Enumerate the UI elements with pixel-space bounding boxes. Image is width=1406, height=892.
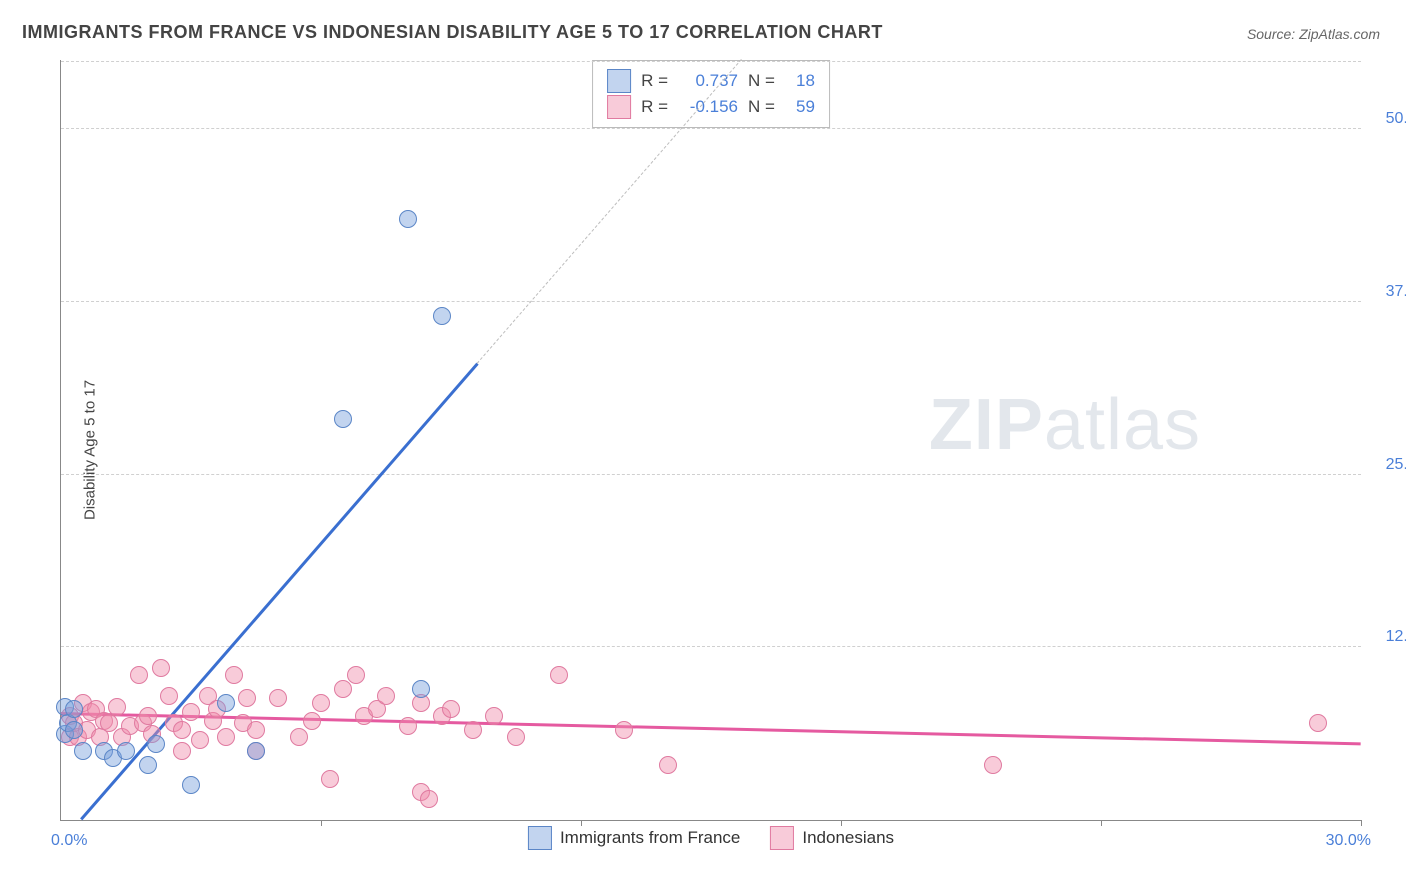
scatter-point bbox=[347, 666, 365, 684]
r-value-indonesians: -0.156 bbox=[678, 97, 738, 117]
y-tick-label: 12.5% bbox=[1386, 628, 1406, 646]
scatter-point bbox=[334, 680, 352, 698]
n-label: N = bbox=[748, 71, 775, 91]
x-tick bbox=[841, 820, 842, 826]
swatch-france bbox=[607, 69, 631, 93]
watermark-zip: ZIP bbox=[929, 385, 1044, 465]
regression-line bbox=[80, 362, 478, 820]
gridline bbox=[61, 61, 1361, 62]
scatter-point bbox=[74, 742, 92, 760]
gridline bbox=[61, 301, 1361, 302]
watermark-atlas: atlas bbox=[1044, 385, 1201, 465]
n-value-indonesians: 59 bbox=[785, 97, 815, 117]
legend-item-indonesians: Indonesians bbox=[770, 826, 894, 850]
scatter-point bbox=[321, 770, 339, 788]
scatter-point bbox=[65, 721, 83, 739]
scatter-point bbox=[173, 742, 191, 760]
r-label: R = bbox=[641, 97, 668, 117]
origin-label: 0.0% bbox=[51, 832, 87, 850]
scatter-point bbox=[550, 666, 568, 684]
scatter-point bbox=[433, 307, 451, 325]
scatter-point bbox=[984, 756, 1002, 774]
scatter-point bbox=[290, 728, 308, 746]
scatter-point bbox=[247, 721, 265, 739]
scatter-point bbox=[485, 707, 503, 725]
scatter-point bbox=[334, 410, 352, 428]
scatter-point bbox=[303, 712, 321, 730]
scatter-point bbox=[147, 735, 165, 753]
scatter-point bbox=[182, 703, 200, 721]
gridline bbox=[61, 646, 1361, 647]
scatter-point bbox=[399, 717, 417, 735]
scatter-point bbox=[191, 731, 209, 749]
stats-row-france: R = 0.737 N = 18 bbox=[607, 69, 815, 93]
scatter-point bbox=[1309, 714, 1327, 732]
scatter-point bbox=[139, 707, 157, 725]
scatter-point bbox=[225, 666, 243, 684]
x-tick bbox=[1361, 820, 1362, 826]
legend-label-indonesians: Indonesians bbox=[802, 828, 894, 848]
y-tick-label: 50.0% bbox=[1386, 110, 1406, 128]
scatter-point bbox=[399, 210, 417, 228]
y-tick-label: 25.0% bbox=[1386, 456, 1406, 474]
r-label: R = bbox=[641, 71, 668, 91]
scatter-point bbox=[217, 694, 235, 712]
x-tick bbox=[1101, 820, 1102, 826]
scatter-point bbox=[108, 698, 126, 716]
scatter-point bbox=[217, 728, 235, 746]
scatter-point bbox=[269, 689, 287, 707]
x-tick bbox=[581, 820, 582, 826]
scatter-point bbox=[420, 790, 438, 808]
scatter-point bbox=[659, 756, 677, 774]
watermark: ZIPatlas bbox=[929, 384, 1201, 466]
n-label: N = bbox=[748, 97, 775, 117]
bottom-legend: Immigrants from France Indonesians bbox=[528, 826, 894, 850]
n-value-france: 18 bbox=[785, 71, 815, 91]
plot-area: ZIPatlas R = 0.737 N = 18 R = -0.156 N =… bbox=[60, 60, 1361, 821]
legend-swatch-indonesians bbox=[770, 826, 794, 850]
legend-item-france: Immigrants from France bbox=[528, 826, 740, 850]
scatter-point bbox=[507, 728, 525, 746]
stats-row-indonesians: R = -0.156 N = 59 bbox=[607, 95, 815, 119]
source-prefix: Source: bbox=[1247, 26, 1299, 42]
scatter-point bbox=[238, 689, 256, 707]
scatter-point bbox=[247, 742, 265, 760]
y-tick-label: 37.5% bbox=[1386, 283, 1406, 301]
scatter-point bbox=[139, 756, 157, 774]
scatter-point bbox=[182, 776, 200, 794]
source-attribution: Source: ZipAtlas.com bbox=[1247, 26, 1380, 42]
scatter-point bbox=[377, 687, 395, 705]
gridline bbox=[61, 128, 1361, 129]
scatter-point bbox=[173, 721, 191, 739]
scatter-point bbox=[312, 694, 330, 712]
scatter-point bbox=[65, 700, 83, 718]
chart-title: IMMIGRANTS FROM FRANCE VS INDONESIAN DIS… bbox=[22, 22, 883, 43]
scatter-point bbox=[130, 666, 148, 684]
scatter-point bbox=[442, 700, 460, 718]
scatter-point bbox=[615, 721, 633, 739]
scatter-point bbox=[117, 742, 135, 760]
x-tick bbox=[321, 820, 322, 826]
legend-label-france: Immigrants from France bbox=[560, 828, 740, 848]
legend-swatch-france bbox=[528, 826, 552, 850]
scatter-point bbox=[160, 687, 178, 705]
scatter-point bbox=[412, 680, 430, 698]
xmax-label: 30.0% bbox=[1326, 832, 1371, 850]
scatter-point bbox=[152, 659, 170, 677]
gridline bbox=[61, 474, 1361, 475]
swatch-indonesians bbox=[607, 95, 631, 119]
scatter-point bbox=[464, 721, 482, 739]
plot-container: Disability Age 5 to 17 ZIPatlas R = 0.73… bbox=[50, 60, 1380, 840]
source-name: ZipAtlas.com bbox=[1299, 26, 1380, 42]
